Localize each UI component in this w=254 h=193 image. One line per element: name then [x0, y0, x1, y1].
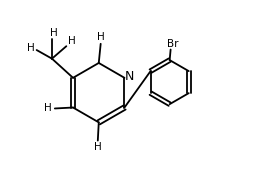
Text: H: H	[27, 43, 35, 53]
Text: H: H	[68, 36, 76, 46]
Text: H: H	[44, 103, 52, 113]
Text: H: H	[50, 28, 57, 38]
Text: N: N	[125, 70, 134, 83]
Text: H: H	[97, 32, 104, 42]
Text: Br: Br	[166, 39, 178, 49]
Text: H: H	[93, 142, 101, 152]
